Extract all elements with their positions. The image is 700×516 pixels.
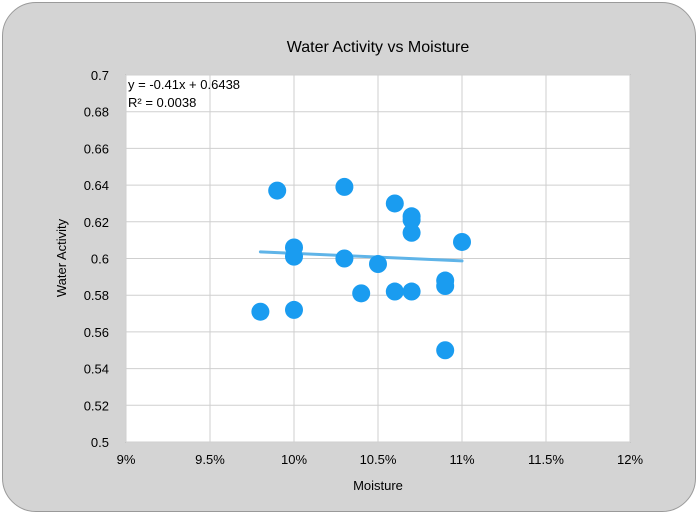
- data-point: [436, 341, 455, 360]
- y-tick-label: 0.68: [84, 105, 109, 120]
- y-tick-label: 0.7: [91, 68, 109, 83]
- chart-title: Water Activity vs Moisture: [287, 39, 470, 56]
- data-points: [251, 177, 471, 360]
- y-tick-label: 0.62: [84, 215, 109, 230]
- y-tick-label: 0.52: [84, 398, 109, 413]
- y-tick-label: 0.58: [84, 288, 109, 303]
- data-point: [436, 277, 455, 296]
- x-tick-label: 9.5%: [195, 452, 225, 467]
- data-point: [453, 232, 471, 251]
- x-axis-ticks: 9% 9.5% 10% 10.5% 11% 11.5% 12%: [117, 452, 644, 467]
- y-tick-label: 0.66: [84, 141, 109, 156]
- data-point: [268, 181, 287, 200]
- data-point: [285, 300, 303, 319]
- trendline-r-squared: R² = 0.0038: [128, 95, 196, 110]
- data-point: [335, 177, 354, 196]
- data-point: [402, 282, 421, 301]
- y-axis-ticks: 0.5 0.52 0.54 0.56 0.58 0.6 0.62 0.64 0.66 0.68 0.…: [84, 68, 109, 450]
- data-point: [402, 223, 421, 242]
- x-tick-label: 10%: [281, 452, 307, 467]
- data-point: [402, 210, 421, 229]
- trendline-equation: y = -0.41x + 0.6438: [128, 77, 240, 92]
- y-tick-label: 0.54: [84, 362, 109, 377]
- x-tick-label: 12%: [617, 452, 643, 467]
- data-point: [352, 284, 371, 303]
- y-tick-label: 0.64: [84, 178, 109, 193]
- x-tick-label: 10.5%: [360, 452, 397, 467]
- data-point: [335, 249, 354, 268]
- gridlines: [125, 74, 631, 443]
- x-axis-label: Moisture: [353, 478, 403, 493]
- data-point: [385, 194, 404, 213]
- data-point: [285, 247, 303, 266]
- y-tick-label: 0.56: [84, 325, 109, 340]
- x-tick-label: 9%: [117, 452, 136, 467]
- data-point: [369, 255, 387, 274]
- data-point: [385, 282, 404, 301]
- x-tick-label: 11%: [449, 452, 474, 467]
- data-point: [251, 302, 270, 321]
- y-tick-label: 0.5: [91, 435, 109, 450]
- y-axis-label: Water Activity: [54, 218, 69, 297]
- y-tick-label: 0.6: [91, 252, 109, 267]
- x-tick-label: 11.5%: [528, 452, 564, 467]
